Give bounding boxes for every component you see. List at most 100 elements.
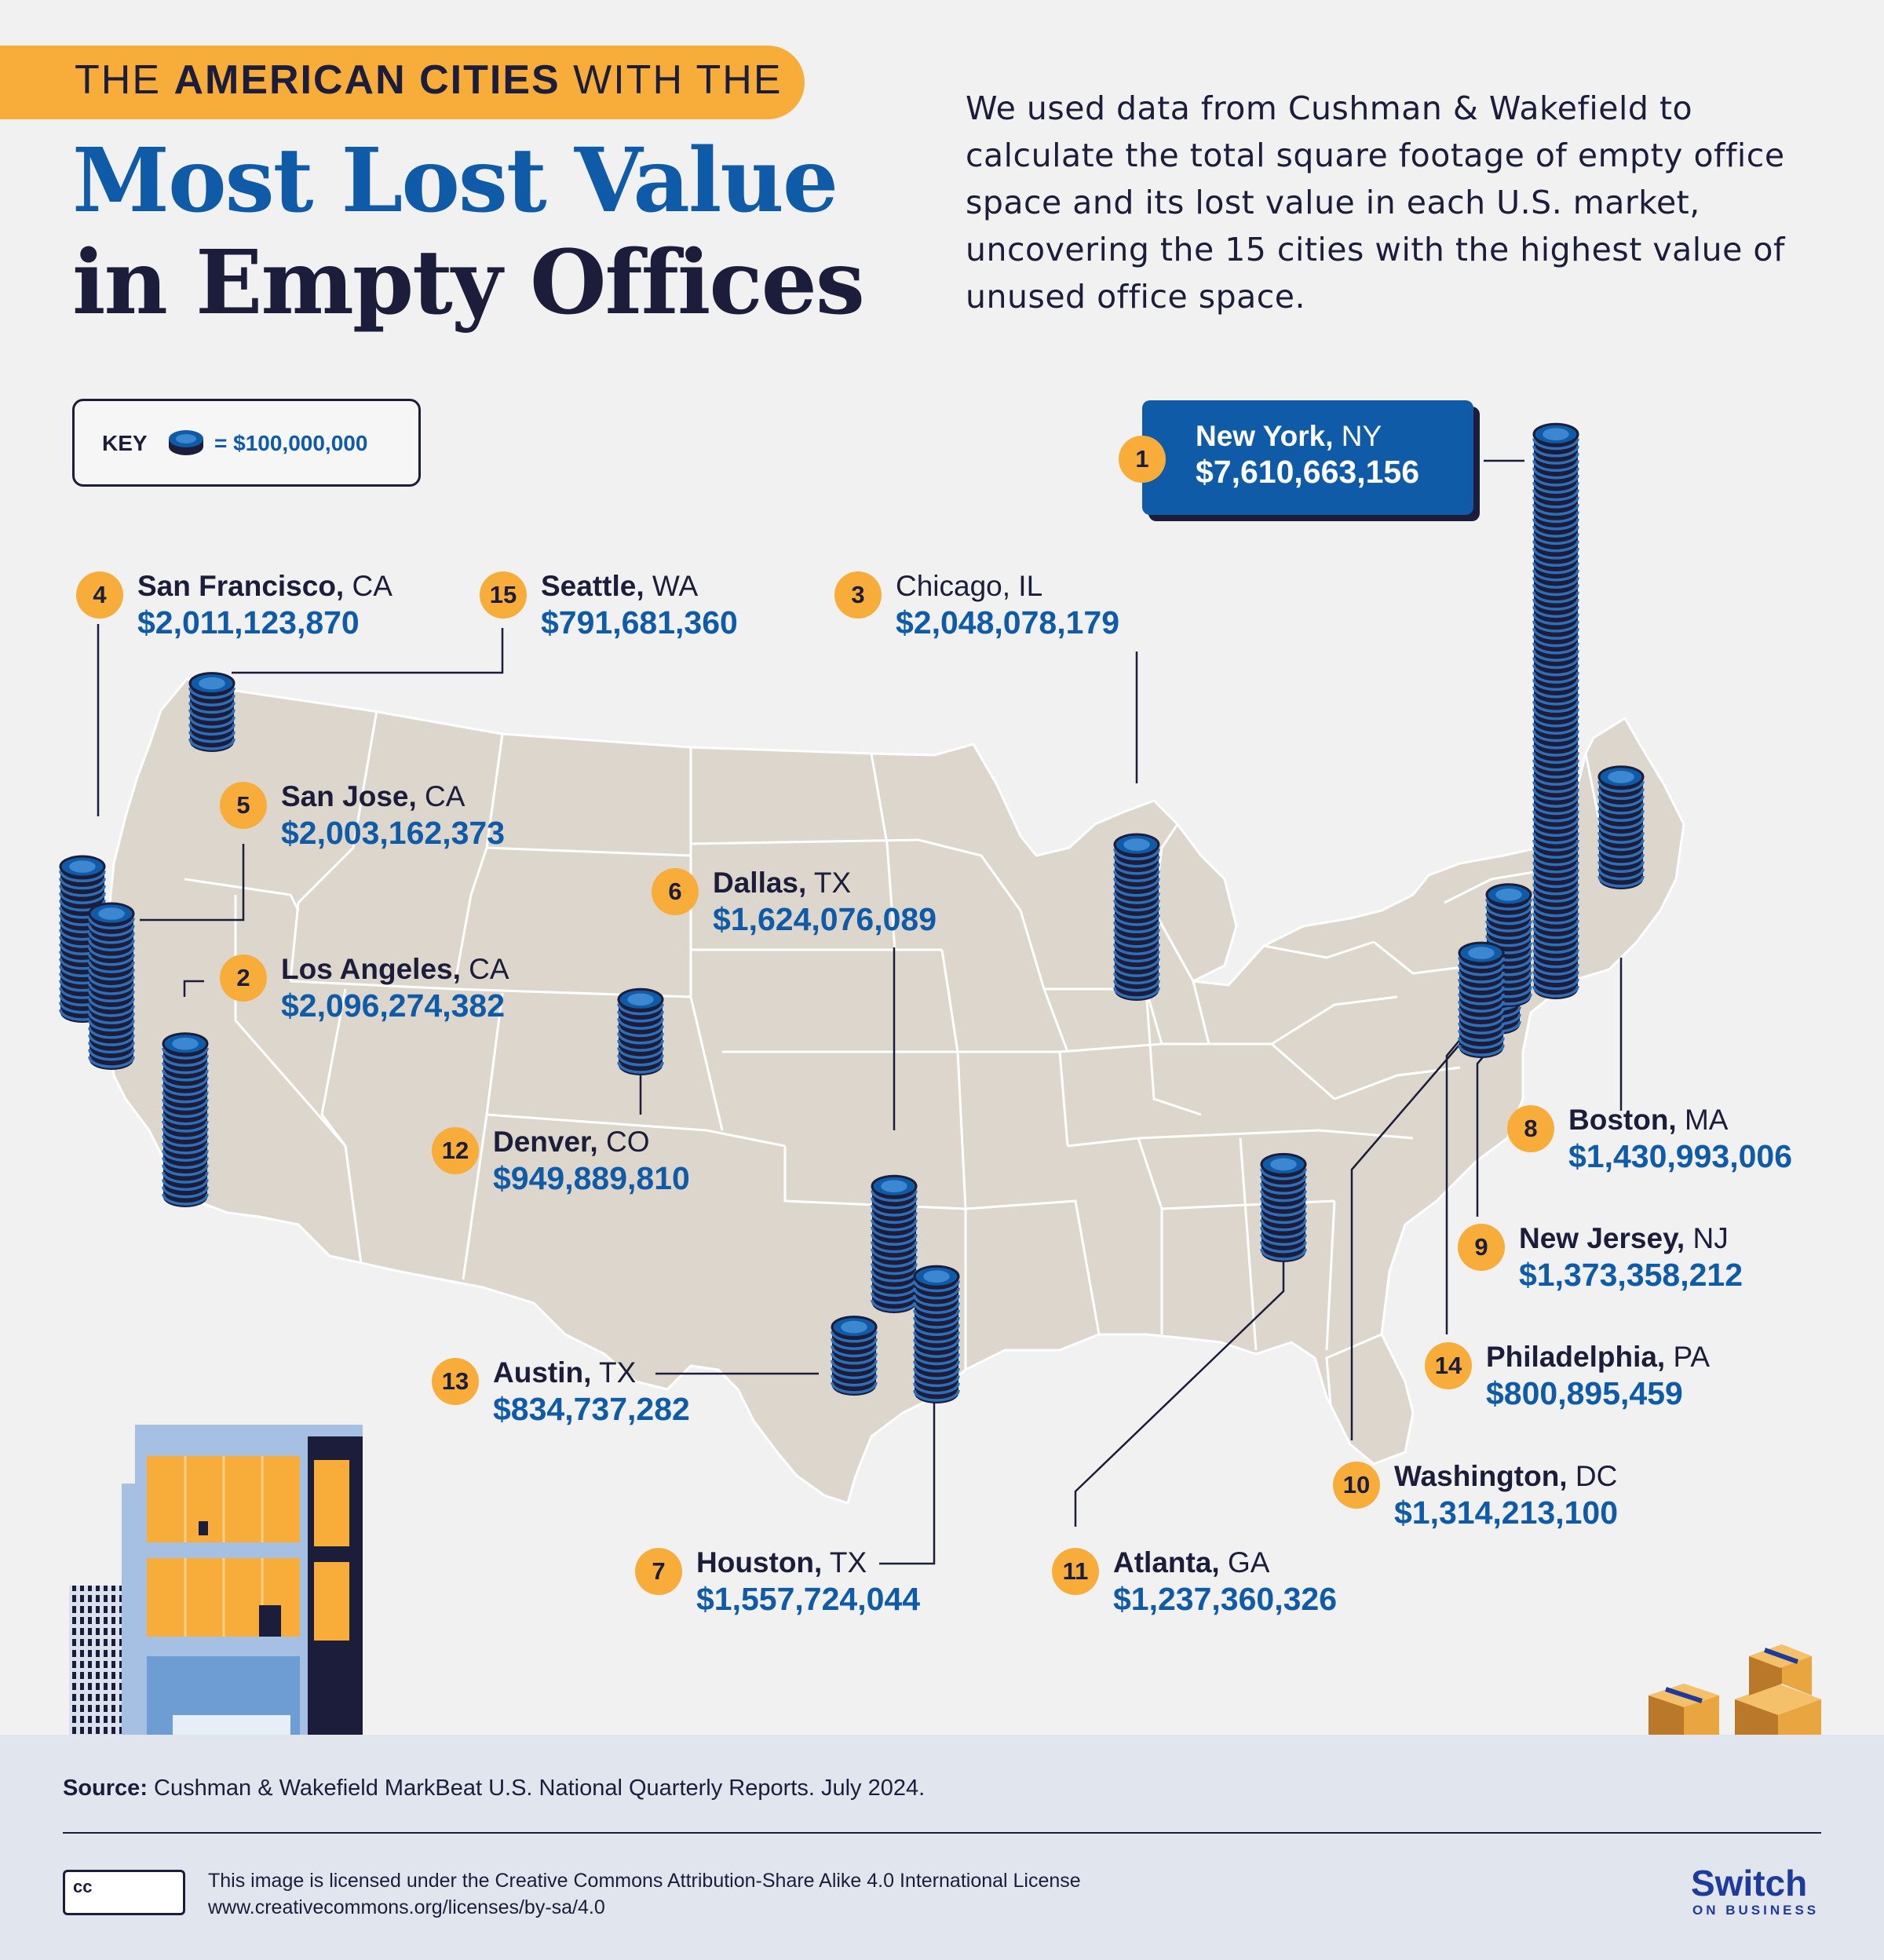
coin (1532, 847, 1579, 860)
rank-badge: 9 (1458, 1224, 1505, 1271)
coin (1532, 598, 1579, 611)
coin-top-inner (1543, 428, 1569, 440)
coin (88, 954, 135, 966)
coin (1532, 920, 1579, 933)
coin (1532, 569, 1579, 582)
coin (162, 1171, 209, 1184)
coin (1113, 892, 1160, 904)
cc-by: BY (92, 1902, 103, 1911)
source-note: Source: Cushman & Wakefield MarkBeat U.S… (63, 1776, 925, 1801)
coin (88, 947, 135, 959)
coin (913, 1353, 960, 1366)
coin (162, 1186, 209, 1199)
michigan-peninsula (1152, 822, 1238, 983)
coin (59, 871, 106, 883)
coin (162, 1076, 209, 1089)
coin (1532, 452, 1579, 465)
coin (1532, 971, 1579, 984)
office-building-illustration (69, 1425, 363, 1735)
coin (162, 1091, 209, 1104)
city-value: $1,314,213,100 (1394, 1495, 1618, 1531)
city-name: New York, NY (1196, 420, 1382, 453)
coin (1597, 795, 1645, 808)
coin (1113, 943, 1160, 955)
coin (1113, 965, 1160, 977)
coin (1597, 846, 1645, 859)
city-value: $1,624,076,089 (713, 901, 937, 937)
coin-stack (1532, 422, 1579, 999)
coin (1532, 978, 1579, 991)
coin-stack (1113, 833, 1160, 1001)
coin (831, 1352, 878, 1365)
coin (88, 1027, 135, 1039)
city-value: $791,681,360 (541, 604, 738, 641)
coin (162, 1113, 209, 1126)
coin (1113, 907, 1160, 919)
coin-top-inner (172, 1037, 199, 1050)
coin (162, 1179, 209, 1192)
coin (831, 1374, 878, 1387)
coin (1532, 686, 1579, 699)
banner-text: THE AMERICAN CITIES WITH THE (75, 57, 783, 104)
coin (1532, 701, 1579, 714)
coin (1532, 839, 1579, 852)
coin (1458, 1044, 1505, 1057)
coin (831, 1367, 878, 1380)
coin (88, 1042, 135, 1054)
coin (162, 1106, 209, 1119)
coin (913, 1345, 960, 1358)
coin (162, 1069, 209, 1082)
rank-badge: 2 (220, 954, 267, 1002)
rank-badge: 13 (432, 1358, 479, 1405)
coin-top-inner (841, 1320, 867, 1334)
coin (1260, 1212, 1307, 1225)
coin (1532, 890, 1579, 903)
coin-stack (162, 1032, 209, 1207)
key-value: = $100,000,000 (214, 431, 368, 455)
state: CA (344, 570, 392, 602)
coin (1532, 482, 1579, 495)
coin (162, 1193, 209, 1206)
coin (1532, 496, 1579, 509)
coin (913, 1294, 960, 1307)
coin (1532, 649, 1579, 662)
coin (162, 1157, 209, 1170)
state: NY (1333, 420, 1382, 452)
coin (1113, 878, 1160, 890)
city-name: Dallas, TX (713, 867, 851, 900)
coin-top-inner (923, 1270, 950, 1283)
coin-top-inner (199, 677, 225, 690)
coin (913, 1324, 960, 1337)
coin (1458, 1008, 1505, 1020)
license-url[interactable]: www.creativecommons.org/licenses/by-sa/4… (208, 1896, 605, 1918)
coin (1113, 936, 1160, 948)
coin (1532, 628, 1579, 641)
coin (871, 1234, 918, 1246)
coin (913, 1360, 960, 1373)
coin (1532, 620, 1579, 633)
coin (1260, 1241, 1307, 1254)
coin (1532, 511, 1579, 524)
coin-stack (831, 1316, 878, 1396)
coin (871, 1204, 918, 1217)
coin (913, 1338, 960, 1351)
coin-stack (1260, 1152, 1307, 1262)
coin (871, 1197, 918, 1210)
coin (162, 1135, 209, 1148)
coin (1532, 722, 1579, 735)
coin (1458, 993, 1505, 1006)
coin (1458, 964, 1505, 976)
coin (1113, 900, 1160, 912)
coin (1458, 971, 1505, 984)
city-value: $1,373,358,212 (1519, 1257, 1743, 1293)
coin (1458, 1015, 1505, 1027)
coin-stack (1597, 765, 1645, 889)
coin (1260, 1175, 1307, 1188)
coin-top-inner (1495, 889, 1522, 901)
coin (88, 969, 135, 981)
coin (871, 1212, 918, 1225)
coin (1532, 540, 1579, 553)
rank-badge: 8 (1507, 1105, 1554, 1152)
florida-peninsula (1325, 1333, 1415, 1465)
